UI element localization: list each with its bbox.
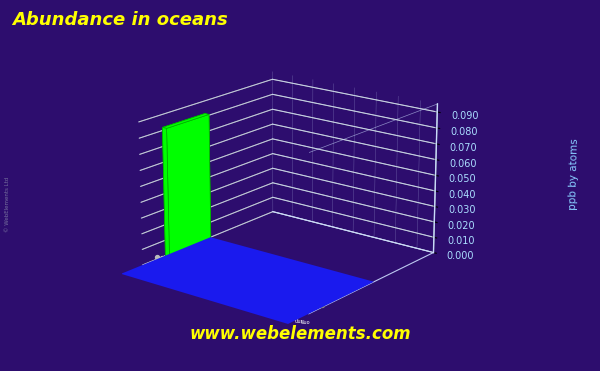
Text: www.webelements.com: www.webelements.com (189, 325, 411, 343)
Text: © WebElements Ltd: © WebElements Ltd (5, 177, 10, 232)
Text: Abundance in oceans: Abundance in oceans (12, 11, 228, 29)
